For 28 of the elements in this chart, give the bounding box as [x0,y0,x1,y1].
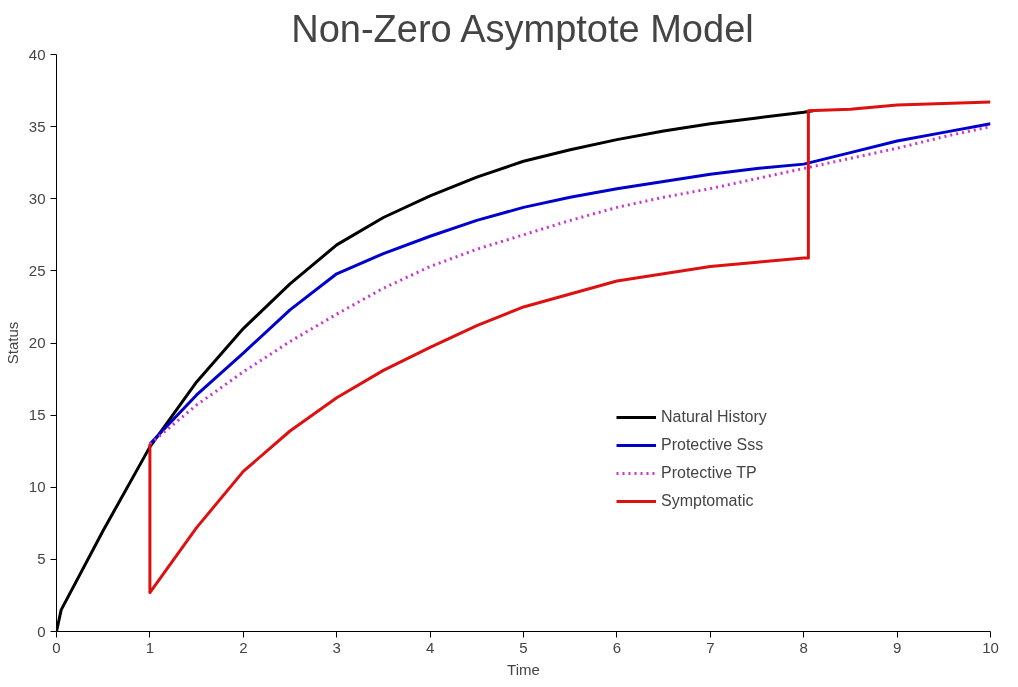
x-tick-label: 4 [425,638,435,656]
x-tick-label: 5 [519,638,528,656]
x-tick-label: 2 [239,638,248,656]
legend-label: Symptomatic [661,492,754,510]
x-tick-label: 10 [982,638,999,656]
x-tick-label: 1 [145,638,155,656]
y-tick-label: 40 [28,45,46,63]
x-tick-label: 0 [52,638,61,656]
y-tick-label: 35 [28,117,46,135]
y-tick-label: 0 [37,622,46,640]
legend-label: Natural History [661,408,767,426]
x-tick-label: 9 [892,638,902,656]
y-tick-label: 5 [37,550,46,568]
chart-title: Non-Zero Asymptote Model [291,7,754,50]
line-series [148,100,991,595]
y-tick-label: 15 [28,406,46,424]
legend-label: Protective Sss [661,436,764,454]
y-tick-label: 25 [28,261,46,279]
y-tick-label: 10 [28,478,46,496]
x-tick-label: 7 [706,638,715,656]
x-axis-title: Time [507,660,540,678]
x-tick-label: 3 [332,638,341,656]
x-tick-label: 8 [799,638,808,656]
legend-label: Protective TP [661,464,757,482]
y-tick-label: 20 [28,334,46,351]
y-axis-title: Status [3,321,21,365]
y-tick-label: 30 [28,189,46,207]
x-tick-label: 6 [612,638,622,656]
